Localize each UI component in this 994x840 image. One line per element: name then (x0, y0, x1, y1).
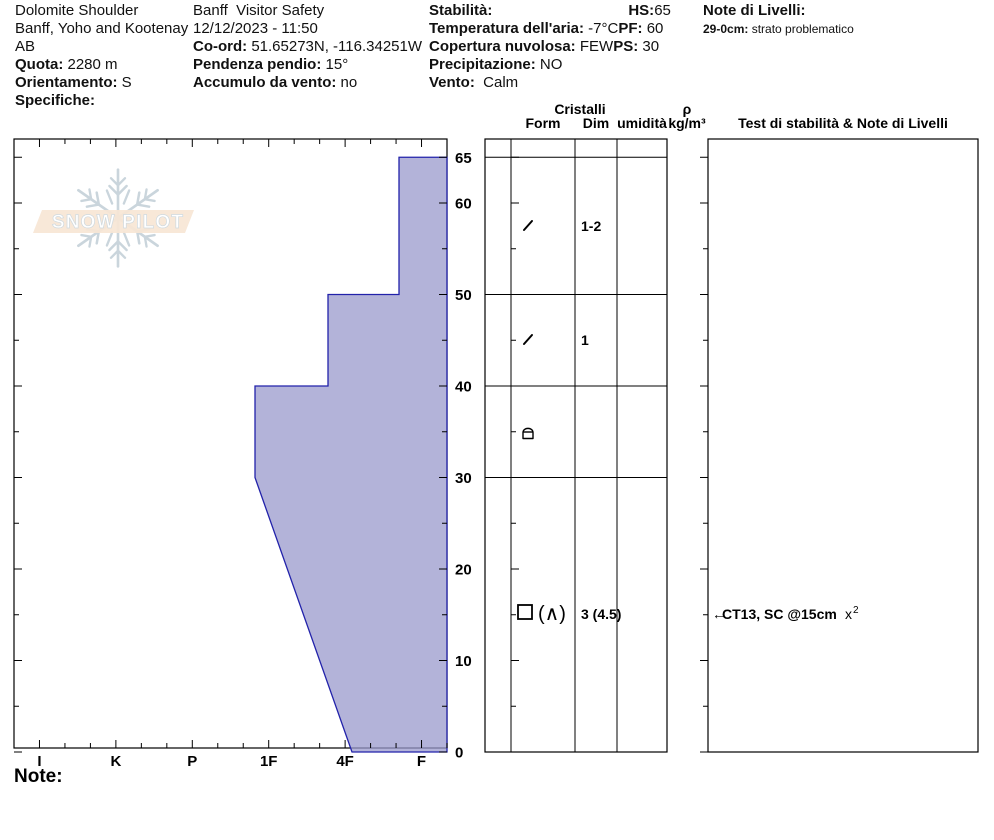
svg-text:umidità: umidità (617, 115, 667, 131)
svg-text:x: x (845, 606, 852, 622)
svg-text:1-2: 1-2 (581, 218, 601, 234)
svg-text:1: 1 (581, 332, 589, 348)
svg-text:Form: Form (526, 115, 561, 131)
svg-text:(∧): (∧) (538, 603, 566, 625)
svg-text:Dim: Dim (583, 115, 609, 131)
svg-text:3 (4.5): 3 (4.5) (581, 606, 621, 622)
svg-text:2: 2 (853, 605, 859, 616)
svg-text:CT13, SC @15cm: CT13, SC @15cm (722, 606, 837, 622)
svg-text:Test di stabilità & Note di Li: Test di stabilità & Note di Livelli (738, 115, 948, 131)
svg-text:kg/m³: kg/m³ (668, 115, 706, 131)
